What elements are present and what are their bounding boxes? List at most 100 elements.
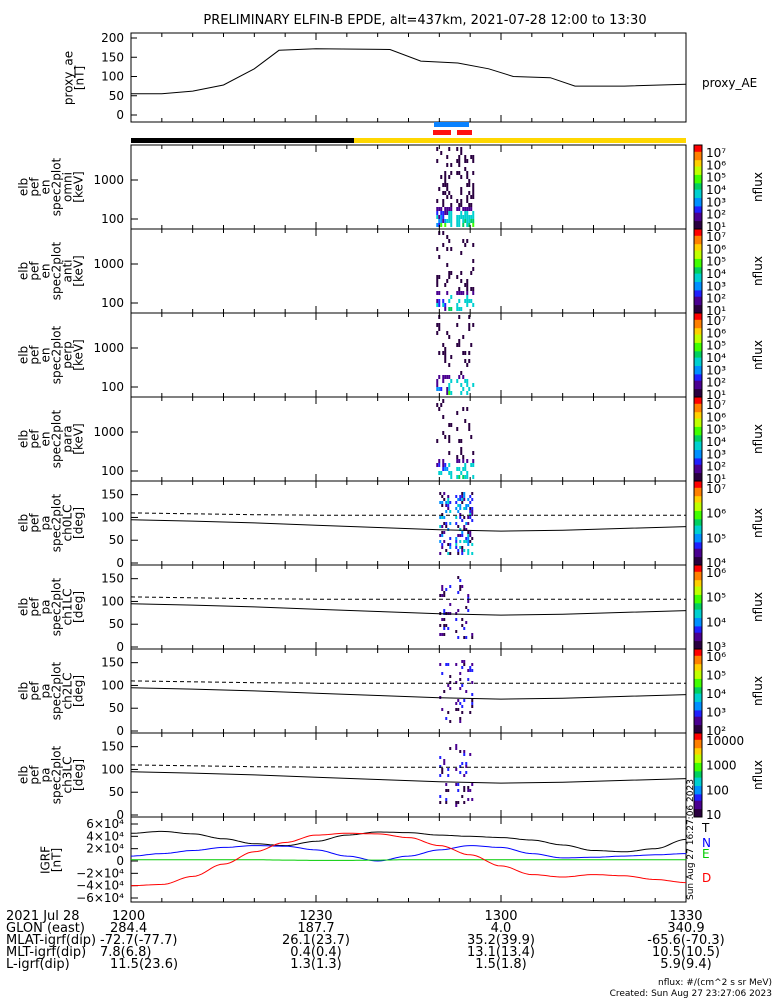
spectrogram-pixel [463, 750, 466, 753]
spectrogram-pixel [448, 335, 451, 339]
spectrogram-pixel [439, 516, 442, 519]
spectrogram-pixel [468, 203, 471, 207]
colorbar-segment [694, 247, 702, 251]
spectrogram-pixel [470, 203, 473, 207]
colorbar-segment [694, 508, 702, 511]
spectrogram-pixel [469, 516, 472, 519]
y-tick-label: 50 [109, 89, 124, 103]
spectrogram-pixel [443, 624, 446, 627]
spectrogram-pixel [456, 215, 459, 219]
colorbar-segment [694, 327, 702, 331]
spectrogram-pixel [449, 543, 452, 546]
y-tick-label: 100 [101, 296, 124, 310]
spectrogram-pixel [442, 183, 445, 187]
colorbar-segment [694, 600, 702, 604]
colorbar-segment [694, 226, 702, 230]
colorbar-segment [694, 432, 702, 436]
colorbar-segment [694, 586, 702, 589]
colorbar-segment [694, 176, 702, 180]
spectrogram-pixel [458, 467, 461, 471]
colorbar-segment [694, 785, 702, 789]
colorbar-segment [694, 205, 702, 209]
y-label-line: pef [28, 765, 42, 785]
spectrogram-pixel [455, 540, 458, 543]
spectrogram-pixel [441, 708, 444, 711]
y-label-line: pef [28, 513, 42, 533]
colorbar-segment [694, 262, 702, 266]
colorbar-segment [694, 573, 702, 576]
colorbar-segment [694, 445, 702, 448]
spectrogram-pixel [462, 459, 465, 463]
colorbar-segment [694, 548, 702, 551]
spectrogram-pixel [447, 768, 450, 771]
y-tick-label: 0 [116, 854, 124, 868]
colorbar-segment [694, 680, 702, 684]
colorbar-segment [694, 439, 702, 442]
energy-panel-3 [130, 396, 687, 482]
colorbar-segment [694, 264, 702, 268]
spectrogram-pixel [456, 475, 459, 479]
spectrogram-pixel [463, 786, 466, 789]
colorbar-segment [694, 155, 702, 159]
colorbar-segment [694, 667, 702, 671]
spectrogram-pixel [456, 307, 459, 311]
colorbar-segment [694, 323, 702, 327]
y-label-line: pef [28, 681, 42, 701]
spectrogram-pixel [460, 251, 463, 255]
spectrogram-pixel [460, 147, 463, 151]
colorbar-segment [694, 243, 702, 247]
colorbar-tick-label: 100 [706, 783, 729, 797]
igrf-line-E [131, 859, 686, 861]
spectrogram-pixel [461, 495, 464, 498]
spectrogram-pixel [461, 684, 464, 687]
spectrogram-pixel [456, 303, 459, 307]
y-label-line: ch0LC [61, 505, 75, 542]
spectrogram-pixel [448, 391, 451, 395]
y-label-line: elb [17, 262, 31, 280]
spectrogram-pixel [468, 223, 471, 227]
colorbar-segment [694, 703, 702, 707]
colorbar-segment [694, 590, 702, 593]
colorbar-tick-label: 10¹ [706, 304, 726, 318]
spectrogram-pixel [449, 720, 452, 723]
spectrogram-pixel [441, 771, 444, 774]
y-label-line: en [39, 264, 53, 279]
colorbar-segment [694, 562, 702, 566]
spectrogram-pixel [466, 207, 469, 211]
colorbar-segment [694, 193, 702, 196]
colorbar-segment [694, 302, 702, 306]
spectrogram-pixel [468, 183, 471, 187]
footer-value: -72.7(-77.7) [100, 933, 177, 948]
colorbar-segment [694, 275, 702, 278]
spectrogram-pixel [444, 467, 447, 471]
colorbar-segment [694, 569, 702, 572]
spectrogram-pixel [441, 546, 444, 549]
spectrogram-pixel [461, 624, 464, 627]
colorbar-segment [694, 762, 702, 765]
y-label-line: proxy_ae [62, 51, 76, 105]
spectrogram-pixel [468, 427, 471, 431]
spectrogram-pixel [455, 702, 458, 705]
spectrogram-pixel [468, 387, 471, 391]
colorbar-segment [694, 657, 702, 660]
spectrogram-pixel [438, 463, 441, 467]
spectrogram-pixel [438, 375, 441, 379]
spectrogram-pixel [441, 501, 444, 504]
spectrogram-pixel [466, 471, 469, 475]
colorbar-segment [694, 510, 702, 513]
spectrogram-pixel [469, 753, 472, 756]
footer-value: 284.4 [110, 921, 147, 936]
colorbar-segment [694, 460, 702, 463]
colorbar-segment [694, 216, 702, 219]
spectrogram-pixel [459, 702, 462, 705]
spectrogram-pixel [448, 175, 451, 179]
y-label-line: ch1LC [61, 589, 75, 626]
spectrogram-pixel [463, 528, 466, 531]
colorbar-segment [694, 743, 702, 747]
spectrogram-pixel [446, 387, 449, 391]
spectrogram-pixel [469, 495, 472, 498]
spectrogram-pixel [467, 786, 470, 789]
spectrogram-pixel [460, 291, 463, 295]
colorbar-segment [694, 798, 702, 801]
